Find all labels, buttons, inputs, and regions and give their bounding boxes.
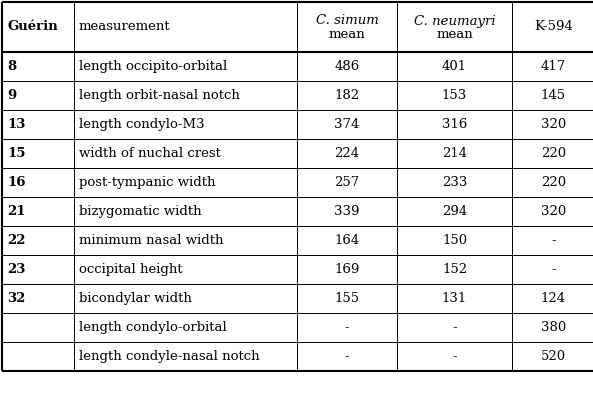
Text: 13: 13 (7, 118, 25, 131)
Text: 15: 15 (7, 147, 25, 160)
Text: post-tympanic width: post-tympanic width (79, 176, 215, 189)
Text: 401: 401 (442, 60, 467, 73)
Text: 23: 23 (7, 263, 25, 276)
Text: 220: 220 (541, 176, 566, 189)
Text: 164: 164 (334, 234, 359, 247)
Text: 32: 32 (7, 292, 25, 305)
Text: 145: 145 (541, 89, 566, 102)
Text: 182: 182 (334, 89, 359, 102)
Text: 380: 380 (541, 321, 566, 334)
Text: -: - (551, 234, 556, 247)
Text: 124: 124 (541, 292, 566, 305)
Text: Guérin: Guérin (7, 21, 58, 34)
Text: 320: 320 (541, 118, 566, 131)
Text: length occipito-orbital: length occipito-orbital (79, 60, 227, 73)
Text: 22: 22 (7, 234, 25, 247)
Text: K-594: K-594 (534, 21, 573, 34)
Text: mean: mean (436, 28, 473, 41)
Text: bicondylar width: bicondylar width (79, 292, 192, 305)
Text: 131: 131 (442, 292, 467, 305)
Text: -: - (452, 350, 457, 363)
Text: occipital height: occipital height (79, 263, 183, 276)
Text: C. neumayri: C. neumayri (414, 15, 495, 28)
Text: 16: 16 (7, 176, 25, 189)
Text: 21: 21 (7, 205, 25, 218)
Text: 520: 520 (541, 350, 566, 363)
Text: 8: 8 (7, 60, 16, 73)
Text: 339: 339 (334, 205, 360, 218)
Text: 294: 294 (442, 205, 467, 218)
Text: 320: 320 (541, 205, 566, 218)
Text: -: - (452, 321, 457, 334)
Text: length condyle-nasal notch: length condyle-nasal notch (79, 350, 260, 363)
Text: C. simum: C. simum (315, 15, 378, 28)
Text: 233: 233 (442, 176, 467, 189)
Text: length condylo-orbital: length condylo-orbital (79, 321, 227, 334)
Text: -: - (551, 263, 556, 276)
Text: length condylo-M3: length condylo-M3 (79, 118, 205, 131)
Text: 9: 9 (7, 89, 16, 102)
Text: -: - (345, 321, 349, 334)
Text: 316: 316 (442, 118, 467, 131)
Text: 152: 152 (442, 263, 467, 276)
Text: 257: 257 (334, 176, 359, 189)
Text: 220: 220 (541, 147, 566, 160)
Text: bizygomatic width: bizygomatic width (79, 205, 202, 218)
Text: 374: 374 (334, 118, 360, 131)
Text: 155: 155 (334, 292, 359, 305)
Text: -: - (345, 350, 349, 363)
Text: mean: mean (329, 28, 365, 41)
Text: 486: 486 (334, 60, 359, 73)
Text: 169: 169 (334, 263, 360, 276)
Text: width of nuchal crest: width of nuchal crest (79, 147, 221, 160)
Text: 150: 150 (442, 234, 467, 247)
Text: 214: 214 (442, 147, 467, 160)
Text: 153: 153 (442, 89, 467, 102)
Text: 417: 417 (541, 60, 566, 73)
Text: length orbit-nasal notch: length orbit-nasal notch (79, 89, 240, 102)
Text: measurement: measurement (79, 21, 171, 34)
Text: minimum nasal width: minimum nasal width (79, 234, 224, 247)
Text: 224: 224 (334, 147, 359, 160)
